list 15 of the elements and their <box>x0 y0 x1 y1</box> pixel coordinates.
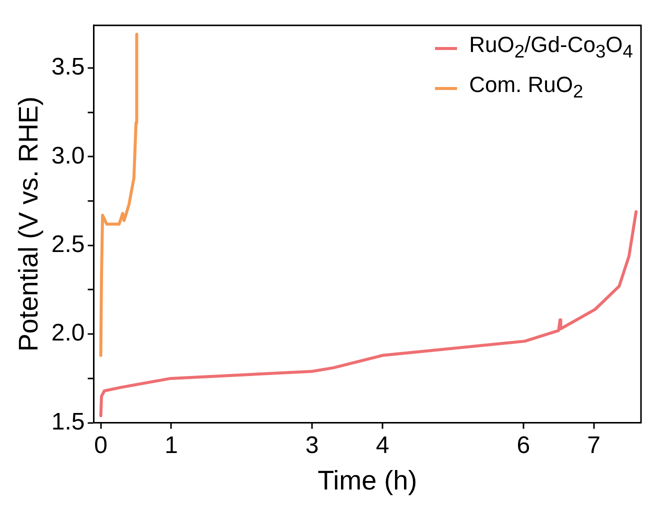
x-tick-label: 6 <box>516 432 530 459</box>
x-tick-label: 4 <box>376 432 390 459</box>
legend-label: RuO$_{2}$/Gd-Co$_{3}$O$_{4}$ <box>469 31 633 64</box>
y-tick-label: 1.5 <box>51 408 85 436</box>
y-tick-label: 2.5 <box>51 231 85 258</box>
y-tick-label: 3.5 <box>51 54 85 81</box>
y-tick-label: 2.0 <box>51 320 85 347</box>
x-tick-label: 3 <box>305 432 319 459</box>
x-tick-label: 0 <box>94 432 108 459</box>
x-tick-label: 1 <box>164 432 178 459</box>
x-tick-label: 7 <box>587 432 600 459</box>
y-axis-title: Potential (V vs. RHE) <box>14 96 44 352</box>
legend-label: Com. RuO$_{2}$ <box>469 71 584 104</box>
x-axis-title: Time (h) <box>318 465 418 496</box>
y-tick-label: 3.0 <box>51 142 85 170</box>
